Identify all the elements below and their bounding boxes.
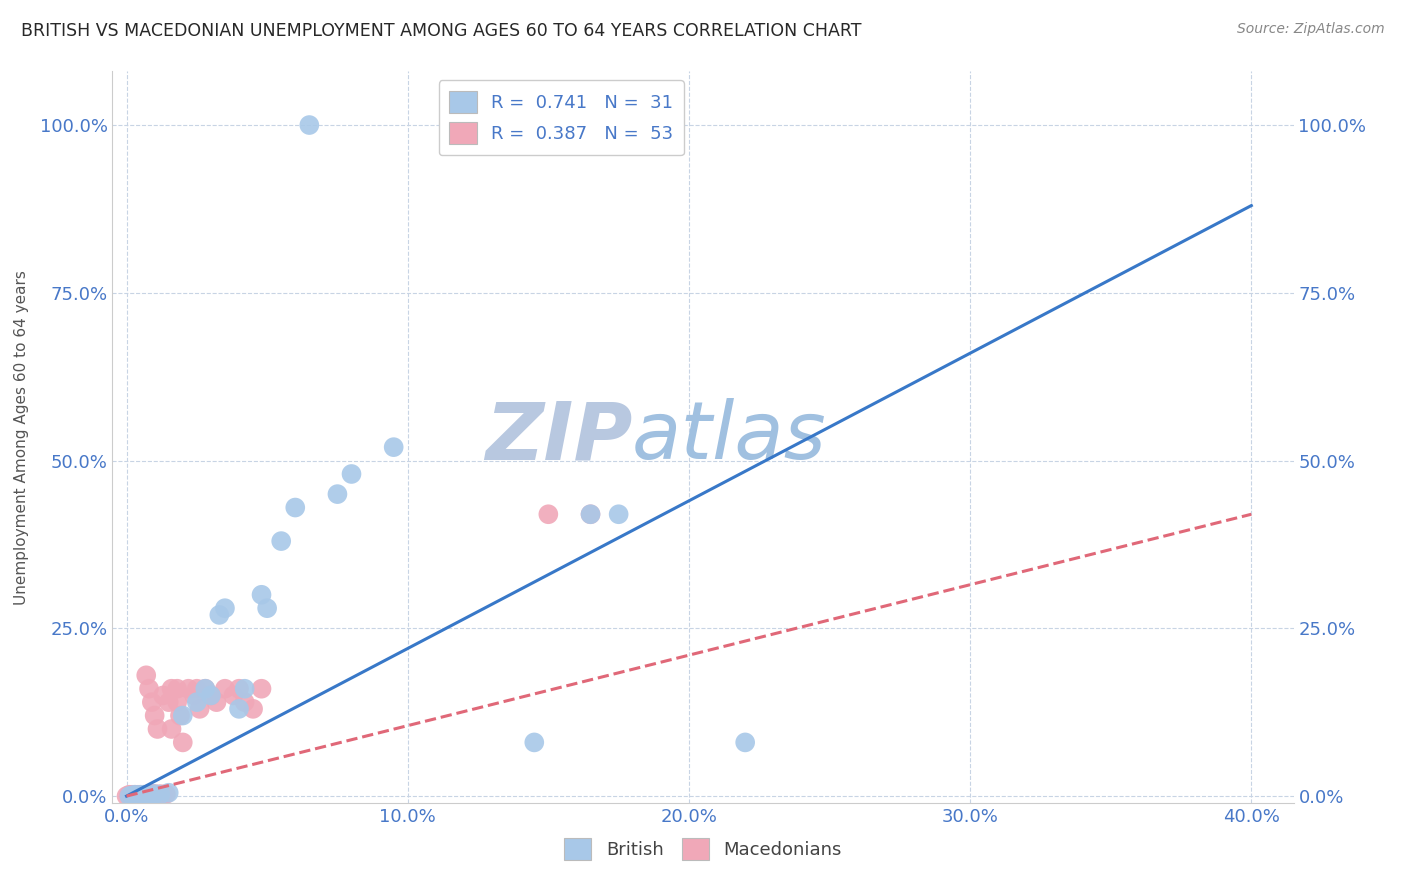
Point (340, 467, 363, 481)
Point (205, 695, 228, 709)
Point (233, 681, 256, 696)
Point (118, 789, 141, 803)
Point (141, 695, 163, 709)
Text: Source: ZipAtlas.com: Source: ZipAtlas.com (1237, 22, 1385, 37)
Point (157, 786, 180, 800)
Point (194, 681, 217, 696)
Point (138, 789, 160, 803)
Point (141, 787, 163, 801)
Point (382, 440, 405, 454)
Point (143, 787, 166, 801)
Point (214, 601, 236, 615)
Point (326, 487, 349, 501)
Point (141, 789, 163, 803)
Point (256, 601, 278, 615)
Text: ZIP: ZIP (485, 398, 633, 476)
Point (132, 788, 155, 802)
Point (172, 708, 194, 723)
Point (523, 735, 546, 749)
Text: atlas: atlas (633, 398, 827, 476)
Point (127, 789, 149, 803)
Point (233, 695, 256, 709)
Point (143, 787, 166, 801)
Point (177, 681, 200, 696)
Point (135, 668, 157, 682)
Point (152, 689, 174, 703)
Point (149, 788, 172, 802)
Point (734, 735, 756, 749)
Point (222, 689, 245, 703)
Point (228, 681, 250, 696)
Point (129, 788, 152, 802)
Point (124, 788, 146, 802)
Legend: British, Macedonians: British, Macedonians (557, 830, 849, 867)
Point (166, 695, 188, 709)
Y-axis label: Unemployment Among Ages 60 to 64 years: Unemployment Among Ages 60 to 64 years (14, 269, 28, 605)
Point (124, 789, 146, 803)
Point (188, 702, 211, 716)
Point (146, 722, 169, 736)
Point (135, 788, 157, 802)
Point (166, 681, 188, 696)
Point (124, 788, 146, 802)
Point (200, 689, 222, 703)
Point (172, 735, 194, 749)
Point (537, 508, 560, 522)
Point (135, 789, 157, 803)
Point (149, 787, 172, 801)
Point (138, 788, 160, 802)
Point (242, 702, 264, 716)
Point (579, 508, 602, 522)
Point (579, 508, 602, 522)
Point (115, 789, 138, 803)
Point (298, 118, 321, 132)
Point (250, 588, 273, 602)
Point (129, 788, 152, 802)
Point (129, 789, 152, 803)
Point (160, 722, 183, 736)
Point (121, 788, 143, 802)
Point (183, 689, 205, 703)
Point (250, 681, 273, 696)
Point (143, 708, 166, 723)
Point (157, 695, 180, 709)
Point (200, 689, 222, 703)
Point (135, 789, 157, 803)
Point (607, 508, 630, 522)
Point (208, 607, 231, 622)
Point (228, 702, 250, 716)
Point (138, 789, 160, 803)
Point (155, 787, 177, 801)
Text: BRITISH VS MACEDONIAN UNEMPLOYMENT AMONG AGES 60 TO 64 YEARS CORRELATION CHART: BRITISH VS MACEDONIAN UNEMPLOYMENT AMONG… (21, 22, 862, 40)
Point (152, 788, 174, 802)
Point (138, 681, 160, 696)
Point (132, 789, 155, 803)
Point (284, 500, 307, 515)
Point (121, 789, 143, 803)
Point (132, 788, 155, 802)
Point (160, 681, 183, 696)
Point (270, 534, 292, 549)
Point (214, 681, 236, 696)
Point (186, 695, 208, 709)
Point (127, 788, 149, 802)
Point (118, 788, 141, 802)
Point (121, 789, 143, 803)
Point (143, 788, 166, 802)
Point (127, 789, 149, 803)
Point (118, 789, 141, 803)
Point (146, 788, 169, 802)
Point (186, 681, 208, 696)
Point (169, 708, 191, 723)
Point (194, 681, 217, 696)
